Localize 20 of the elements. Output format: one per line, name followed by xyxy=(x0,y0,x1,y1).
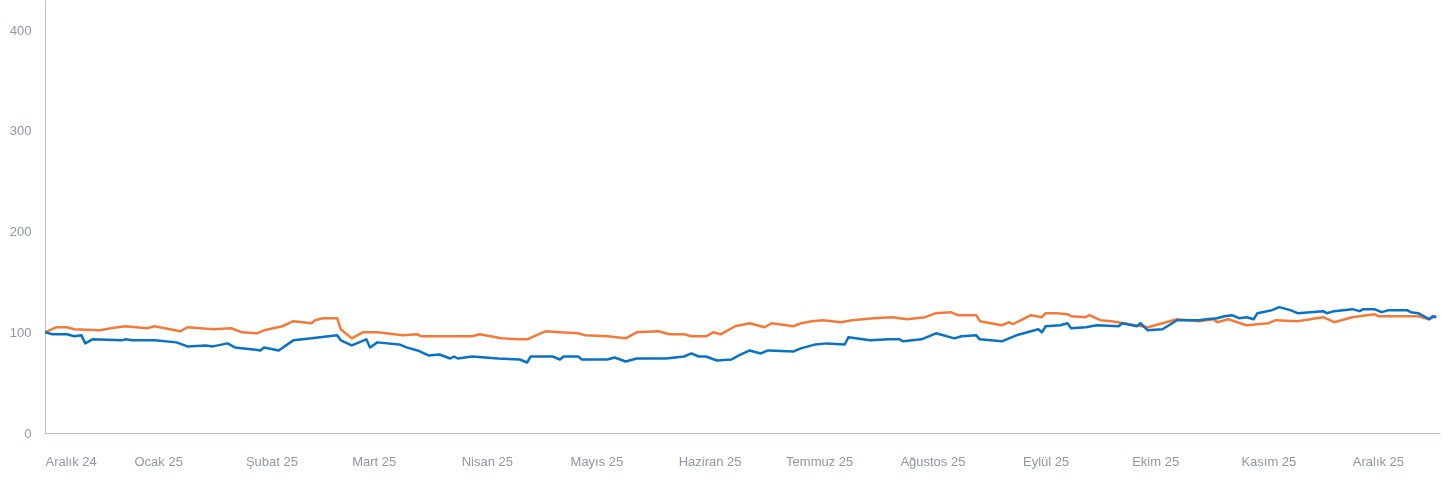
x-tick-label: Temmuz 25 xyxy=(786,453,854,469)
x-tick-label: Aralık 24 xyxy=(45,453,97,469)
x-tick-label: Mayıs 25 xyxy=(570,453,624,469)
line-series xyxy=(45,305,1438,364)
x-tick-label: Ekim 25 xyxy=(1132,453,1180,469)
x-tick-label: Şubat 25 xyxy=(245,453,298,469)
y-tick-label: 100 xyxy=(9,324,32,340)
y-tick-label: 200 xyxy=(9,224,32,240)
x-tick-label: Ağustos 25 xyxy=(900,453,966,469)
x-tick-label: Eylül 25 xyxy=(1022,453,1070,469)
y-tick-label: 300 xyxy=(9,123,32,139)
x-tick-label: Kasım 25 xyxy=(1241,453,1297,469)
x-tick-label: Mart 25 xyxy=(352,453,397,469)
x-tick-label: Nisan 25 xyxy=(461,453,514,469)
y-tick-label: 0 xyxy=(24,425,32,441)
line-series xyxy=(45,310,1438,341)
x-tick-label: Ocak 25 xyxy=(134,453,183,469)
y-tick-label: 400 xyxy=(9,22,32,38)
x-tick-label: Haziran 25 xyxy=(678,453,742,469)
x-tick-label: Aralık 25 xyxy=(1352,453,1405,469)
